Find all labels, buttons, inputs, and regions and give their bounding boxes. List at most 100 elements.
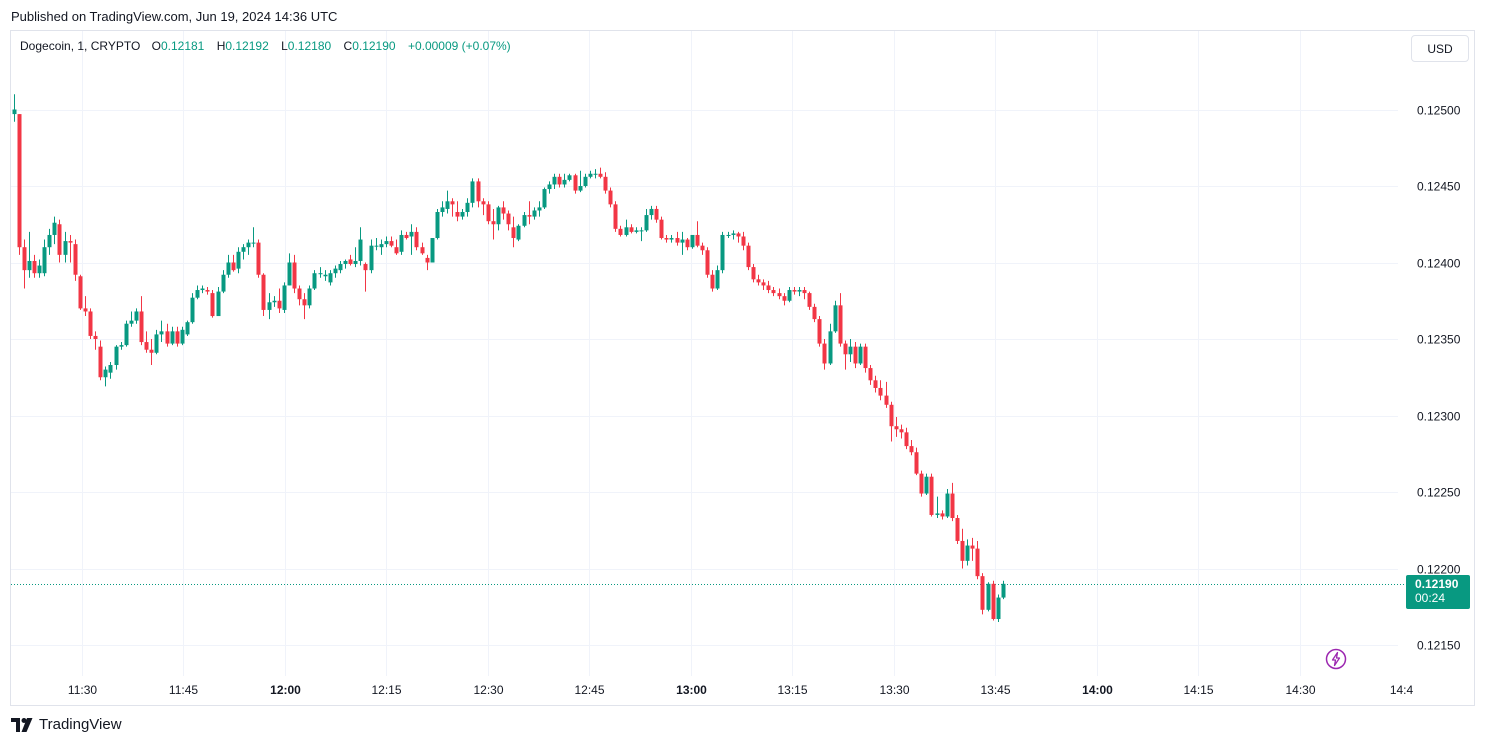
candle[interactable]	[736, 231, 741, 243]
candle[interactable]	[420, 242, 425, 255]
candle[interactable]	[634, 227, 639, 234]
candle[interactable]	[945, 488, 950, 519]
candle[interactable]	[318, 267, 323, 278]
candle[interactable]	[608, 187, 613, 208]
candle[interactable]	[654, 205, 659, 223]
candle[interactable]	[491, 208, 496, 240]
candle[interactable]	[919, 470, 924, 497]
candle[interactable]	[78, 274, 83, 310]
candle[interactable]	[848, 339, 853, 362]
candle[interactable]	[914, 447, 919, 476]
candle[interactable]	[114, 345, 119, 370]
candle[interactable]	[486, 201, 491, 225]
candle[interactable]	[440, 201, 445, 217]
candle[interactable]	[353, 247, 358, 268]
candle[interactable]	[761, 279, 766, 291]
candle[interactable]	[511, 216, 516, 248]
candle[interactable]	[221, 270, 226, 294]
candle[interactable]	[175, 326, 180, 347]
candle[interactable]	[664, 234, 669, 243]
candle[interactable]	[858, 343, 863, 366]
candle[interactable]	[312, 270, 317, 291]
candle[interactable]	[751, 264, 756, 283]
candle[interactable]	[170, 326, 175, 346]
candle[interactable]	[200, 285, 205, 294]
candle[interactable]	[149, 339, 154, 366]
candle[interactable]	[210, 290, 215, 318]
candle[interactable]	[103, 366, 108, 387]
candle[interactable]	[878, 380, 883, 401]
candle[interactable]	[669, 234, 674, 243]
candle[interactable]	[822, 339, 827, 370]
candle[interactable]	[384, 236, 389, 248]
candle[interactable]	[409, 224, 414, 255]
candle[interactable]	[93, 331, 98, 350]
candle[interactable]	[547, 181, 552, 194]
candle[interactable]	[863, 343, 868, 373]
candle[interactable]	[889, 401, 894, 442]
candle[interactable]	[833, 300, 838, 333]
candle[interactable]	[124, 320, 129, 347]
candle[interactable]	[812, 303, 817, 323]
candle[interactable]	[843, 340, 848, 370]
candle[interactable]	[37, 259, 42, 278]
candle[interactable]	[853, 342, 858, 369]
candle[interactable]	[460, 208, 465, 220]
candle[interactable]	[899, 424, 904, 439]
candle[interactable]	[302, 293, 307, 320]
candle[interactable]	[802, 286, 807, 300]
candle[interactable]	[32, 254, 37, 278]
candle[interactable]	[644, 208, 649, 232]
candle[interactable]	[430, 238, 435, 263]
candle[interactable]	[710, 270, 715, 292]
candle[interactable]	[618, 225, 623, 237]
candle[interactable]	[358, 227, 363, 266]
candle[interactable]	[726, 231, 731, 239]
candle[interactable]	[343, 259, 348, 269]
candle[interactable]	[588, 170, 593, 179]
footer-brand[interactable]: TradingView	[11, 716, 122, 733]
candle[interactable]	[435, 208, 440, 240]
candle[interactable]	[159, 320, 164, 343]
candle[interactable]	[817, 316, 822, 347]
candle[interactable]	[705, 247, 710, 278]
candle[interactable]	[782, 293, 787, 306]
candle[interactable]	[970, 537, 975, 561]
candle[interactable]	[884, 381, 889, 408]
candle[interactable]	[27, 231, 32, 278]
candle[interactable]	[695, 221, 700, 248]
candle[interactable]	[700, 242, 705, 255]
candle[interactable]	[639, 227, 644, 242]
candle[interactable]	[17, 114, 22, 255]
candle[interactable]	[516, 224, 521, 242]
candle[interactable]	[766, 280, 771, 294]
candle[interactable]	[231, 254, 236, 272]
candle[interactable]	[598, 167, 603, 179]
candle[interactable]	[369, 239, 374, 274]
candle[interactable]	[828, 323, 833, 366]
candle[interactable]	[532, 207, 537, 220]
candle[interactable]	[73, 239, 78, 281]
candle[interactable]	[807, 291, 812, 310]
candle[interactable]	[838, 293, 843, 347]
candle[interactable]	[323, 270, 328, 281]
candle[interactable]	[83, 296, 88, 317]
candle[interactable]	[425, 254, 430, 271]
candle[interactable]	[593, 169, 598, 179]
candle[interactable]	[746, 242, 751, 271]
lightning-icon[interactable]	[1325, 648, 1347, 670]
candle[interactable]	[629, 224, 634, 234]
candle[interactable]	[980, 573, 985, 615]
candle[interactable]	[297, 285, 302, 306]
candle[interactable]	[328, 270, 333, 286]
candle[interactable]	[675, 231, 680, 246]
candle[interactable]	[649, 205, 654, 220]
candle[interactable]	[731, 230, 736, 240]
candle[interactable]	[108, 361, 113, 379]
candle[interactable]	[792, 286, 797, 295]
candle[interactable]	[88, 308, 93, 339]
candle[interactable]	[542, 187, 547, 209]
candle[interactable]	[134, 308, 139, 324]
candle[interactable]	[399, 230, 404, 255]
